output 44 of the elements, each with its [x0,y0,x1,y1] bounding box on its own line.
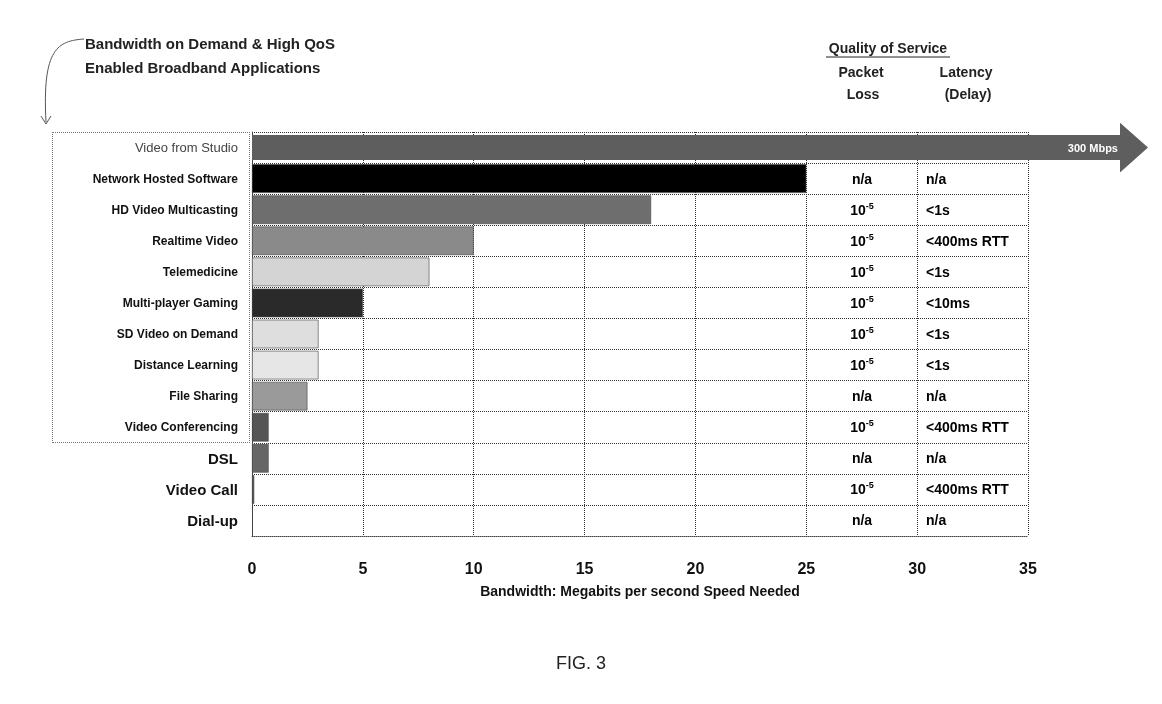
annotation: n/a [851,170,873,187]
chart-title: Bandwidth on Demand & High QoS Enabled Broadband Applications [85,34,340,76]
annotation: n/a [851,388,873,405]
x-tick-label: 25 [797,559,816,577]
y-tick-label: Multi-player Gaming [122,295,238,310]
annotation: n/a [851,512,873,529]
y-tick-label: Video Conferencing [124,420,238,435]
text: Quality of Service [828,40,948,56]
y-tick-label: Dial-up [187,511,238,529]
x-tick-label: 35 [1019,559,1037,577]
y-tick-label: Video Call [165,480,238,498]
y-tick-label: Realtime Video [152,233,238,248]
y-tick-label: Distance Learning [133,358,238,373]
caption: FIG. 3 [555,653,607,673]
x-tick-label: 15 [575,559,594,577]
y-tick-label: Telemedicine [162,264,239,279]
annotation: n/a [926,450,947,467]
annotation: n/a [926,512,947,529]
x-tick-label: 20 [686,559,705,577]
y-tick-label: Network Hosted Software [92,171,239,186]
y-tick-label: HD Video Multicasting [111,202,238,217]
x-tick-label: 5 [358,559,368,577]
annotation: <400ms RTT [926,419,1010,436]
x-tick-label: 0 [247,559,257,577]
text: Latency (Delay) [939,64,997,102]
text: 300 Mbps [1066,140,1118,156]
y-tick-label: Video from Studio [134,140,238,156]
x-tick-label: 10 [464,559,483,577]
annotation: <1s [926,326,950,342]
annotation: <1s [926,263,950,280]
annotation: <1s [926,357,950,374]
y-tick-label: SD Video on Demand [116,327,238,341]
annotation: n/a [926,388,947,405]
annotation: n/a [926,170,947,187]
text: Packet Loss [838,64,888,102]
annotation: n/a [851,450,873,467]
x-tick-label: 30 [908,559,927,577]
annotation: <1s [926,201,950,218]
annotation: <400ms RTT [926,232,1010,249]
y-tick-label: DSL [208,449,238,467]
x-axis-title: Bandwidth: Megabits per second Speed Needed [480,583,800,599]
annotation: <10ms [926,294,971,311]
annotation: <400ms RTT [926,481,1010,498]
y-tick-label: File Sharing [169,389,238,404]
